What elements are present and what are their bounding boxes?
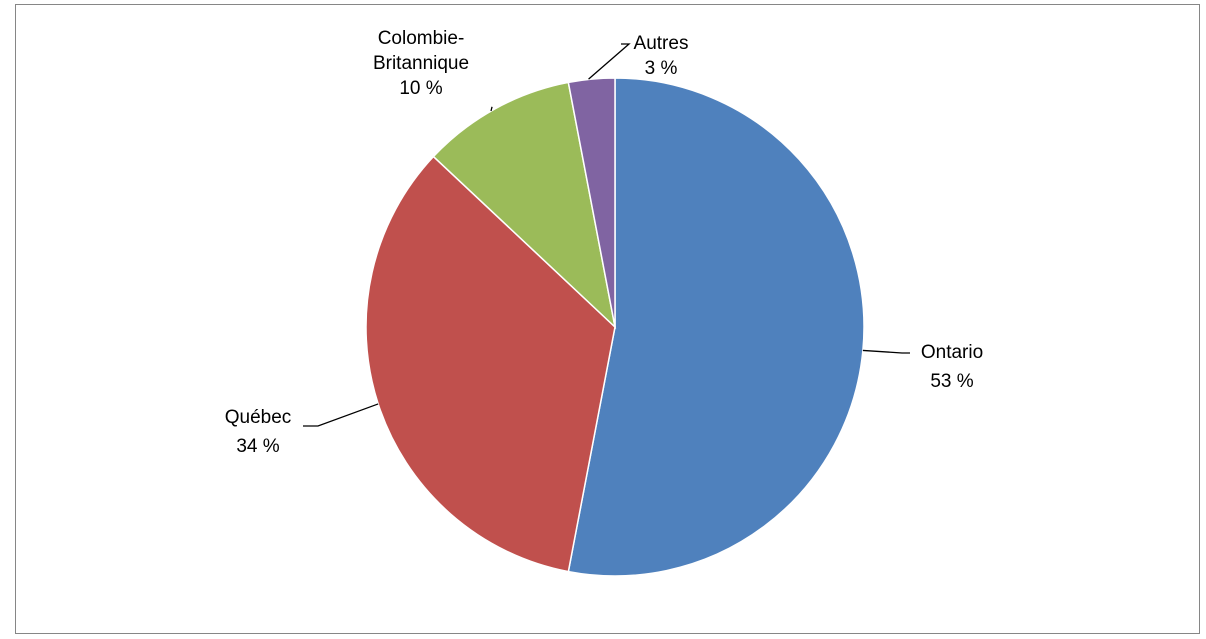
- leader-line: [303, 403, 379, 427]
- data-label-value: 34 %: [236, 436, 279, 457]
- pie-slice-qu-bec: [365, 155, 616, 573]
- pie-slice-autres: [567, 77, 616, 328]
- data-label-category: Autres: [634, 33, 689, 54]
- data-label-value: 3 %: [645, 58, 678, 79]
- pie-slice-ontario: [567, 77, 865, 577]
- leader-line: [588, 43, 631, 80]
- data-label-category: Ontario: [921, 342, 983, 363]
- data-labels: Ontario 53 % Québec 34 % Colombie- Britanniqu…: [225, 28, 983, 457]
- data-label-category: Britannique: [373, 53, 469, 74]
- pie-slices: [365, 77, 865, 577]
- leader-lines: [303, 43, 910, 427]
- data-label-value: 10 %: [399, 78, 442, 99]
- data-label-category: Colombie-: [378, 28, 465, 49]
- leader-line: [490, 106, 493, 112]
- leader-line: [862, 349, 910, 354]
- pie-slice-colombie-britannique: [432, 81, 617, 330]
- data-label-category: Québec: [225, 407, 292, 428]
- data-label-value: 53 %: [930, 371, 973, 392]
